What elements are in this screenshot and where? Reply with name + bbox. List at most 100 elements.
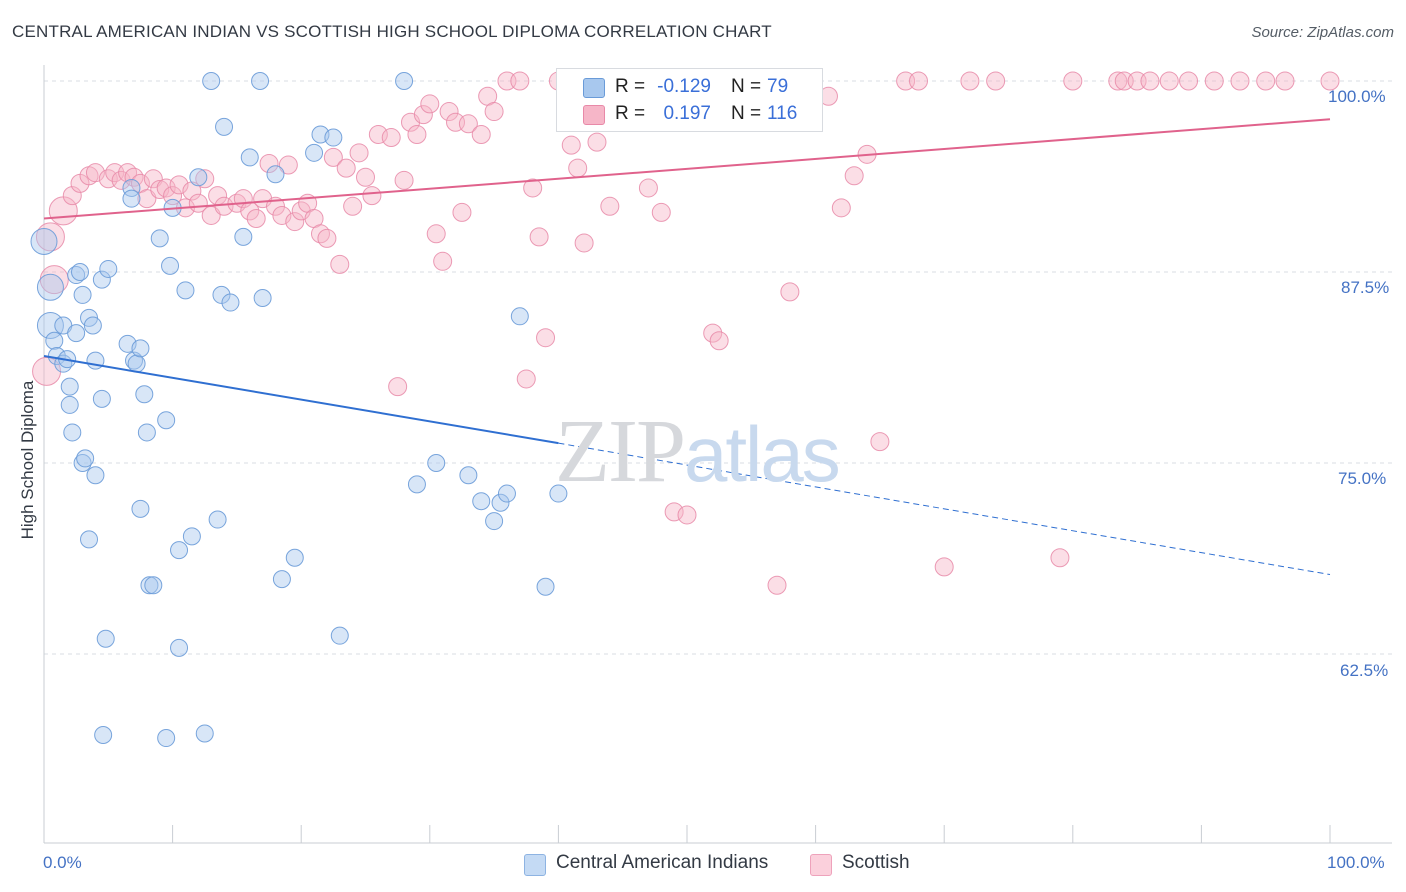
scottish-point bbox=[343, 196, 363, 216]
central-american-indians-point bbox=[140, 576, 159, 595]
central-american-indians-point bbox=[305, 143, 324, 162]
central-american-indians-point bbox=[92, 389, 111, 408]
scottish-point bbox=[1159, 71, 1179, 91]
central-american-indians-point bbox=[36, 311, 64, 339]
scottish-point bbox=[587, 132, 607, 152]
legend-n-value: 79 bbox=[767, 76, 789, 97]
central-american-indians-point bbox=[45, 331, 64, 350]
central-american-indians-point bbox=[67, 324, 86, 343]
central-american-indians-point bbox=[36, 273, 64, 301]
scottish-point bbox=[1108, 71, 1128, 91]
central-american-indians-point bbox=[485, 512, 504, 531]
central-american-indians-point bbox=[472, 492, 491, 511]
central-american-indians-point bbox=[144, 576, 163, 595]
scottish-point bbox=[1204, 71, 1224, 91]
scottish-point bbox=[195, 169, 215, 189]
scottish-point bbox=[420, 94, 440, 114]
scottish-point bbox=[536, 328, 556, 348]
legend-r-value: -0.129 bbox=[657, 76, 711, 97]
central-american-indians-point bbox=[215, 117, 234, 136]
scottish-point bbox=[452, 202, 472, 222]
central-american-indians-point bbox=[94, 725, 113, 744]
central-american-indians-point bbox=[395, 72, 414, 90]
scottish-point bbox=[986, 71, 1006, 91]
x-tick-label-right: 100.0% bbox=[1327, 853, 1385, 872]
watermark-atlas: atlas bbox=[684, 410, 841, 498]
central-american-indians-point bbox=[407, 475, 426, 494]
scottish-point bbox=[471, 124, 491, 144]
scottish-point bbox=[388, 377, 408, 397]
central-american-indians-point bbox=[251, 72, 270, 90]
central-american-indians-point bbox=[324, 128, 343, 147]
central-american-indians-point bbox=[195, 724, 214, 743]
scottish-point bbox=[246, 209, 266, 229]
central-american-indians-point bbox=[176, 281, 195, 300]
central-american-indians-point bbox=[170, 638, 189, 657]
central-american-indians-point bbox=[285, 548, 304, 567]
scottish-point bbox=[870, 432, 890, 452]
central-american-indians-point bbox=[182, 527, 201, 546]
scottish-point bbox=[317, 228, 337, 248]
y-axis-label-wrap: High School Diploma bbox=[16, 290, 40, 630]
central-american-indians-point bbox=[221, 293, 240, 312]
central-american-indians-point bbox=[253, 288, 272, 307]
chart-title: CENTRAL AMERICAN INDIAN VS SCOTTISH HIGH… bbox=[12, 22, 772, 41]
scottish-point bbox=[143, 169, 163, 189]
central-american-indians-point bbox=[131, 339, 150, 358]
y-tick-label-100: 100.0% bbox=[1328, 87, 1386, 106]
scottish-trendline bbox=[43, 118, 1331, 220]
central-american-indians-point bbox=[240, 148, 259, 167]
scottish-point bbox=[780, 282, 800, 302]
central-american-indians-point bbox=[272, 570, 291, 589]
scottish-point bbox=[844, 166, 864, 186]
scottish-point bbox=[960, 71, 980, 91]
watermark: ZIPatlas bbox=[555, 400, 841, 503]
bottom-legend-label-scottish: Scottish bbox=[842, 852, 910, 873]
scottish-point bbox=[1140, 71, 1160, 91]
scottish-point bbox=[510, 71, 530, 91]
legend-row-scottish: R = 0.197 N = 116 bbox=[557, 101, 822, 127]
y-tick-label-87-5: 87.5% bbox=[1341, 278, 1390, 297]
scottish-point bbox=[349, 143, 369, 163]
legend-n-value: 116 bbox=[767, 103, 798, 124]
central-american-indians-point bbox=[459, 466, 478, 485]
central-american-indians-point bbox=[131, 499, 150, 518]
legend-r-label: R = bbox=[615, 103, 646, 124]
central-american-indians-point bbox=[161, 256, 180, 275]
central-american-indians-point bbox=[491, 493, 510, 512]
central-american-indians-point bbox=[150, 229, 169, 248]
y-tick-label-62-5: 62.5% bbox=[1340, 661, 1389, 680]
scottish-point bbox=[285, 212, 305, 232]
scottish-point bbox=[458, 114, 478, 134]
scottish-point bbox=[433, 251, 453, 271]
central-american-indians-point bbox=[137, 423, 156, 442]
central-american-indians-point bbox=[86, 466, 105, 485]
scottish-point bbox=[62, 186, 82, 206]
legend-n-label: N = bbox=[731, 103, 762, 124]
legend-r-label: R = bbox=[615, 76, 646, 97]
scottish-point bbox=[651, 202, 671, 222]
central-american-indians-point bbox=[157, 729, 176, 748]
central-american-indians-point bbox=[63, 423, 82, 442]
scottish-point bbox=[336, 158, 356, 178]
watermark-zip: ZIP bbox=[555, 402, 686, 501]
central-american-indians-point bbox=[208, 510, 227, 529]
scottish-point bbox=[278, 155, 298, 175]
bottom-legend: Central American Indians Scottish bbox=[0, 852, 1406, 878]
scottish-point bbox=[1320, 71, 1340, 91]
legend-swatch-pink bbox=[583, 105, 605, 125]
central-american-indians-point bbox=[73, 285, 92, 304]
central-american-indians-point bbox=[60, 377, 79, 396]
scottish-point bbox=[323, 147, 343, 167]
central-american-indians-point bbox=[266, 165, 285, 184]
bottom-legend-swatch-pink bbox=[810, 854, 832, 876]
scottish-point bbox=[156, 178, 176, 198]
scottish-point bbox=[638, 178, 658, 198]
scottish-point bbox=[368, 124, 388, 144]
scottish-point bbox=[413, 105, 433, 125]
scottish-point bbox=[523, 178, 543, 198]
scottish-point bbox=[516, 369, 536, 389]
central-american-indians-point bbox=[189, 168, 208, 187]
central-american-indians-point bbox=[549, 484, 568, 503]
scottish-point bbox=[703, 323, 723, 343]
